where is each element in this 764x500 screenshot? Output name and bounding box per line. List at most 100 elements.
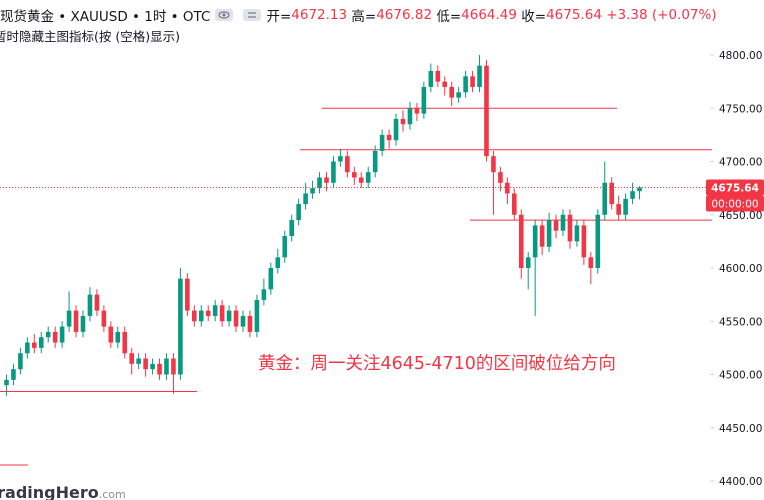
- candle-body: [470, 76, 475, 87]
- candle-body: [546, 220, 552, 247]
- candle-body: [358, 177, 364, 183]
- candle-body: [477, 65, 482, 87]
- change: +3.38: [606, 7, 648, 23]
- candle-body: [324, 177, 329, 183]
- subtitle: 暂时隐藏主图指标(按 (空格)显示): [0, 29, 180, 44]
- candle-body: [400, 118, 406, 125]
- candle-body: [588, 257, 594, 268]
- candle-body: [331, 161, 336, 183]
- candle-body: [108, 326, 114, 343]
- watermark-brand: TradingHero: [0, 483, 99, 500]
- candle-body: [560, 214, 566, 231]
- candle-body: [219, 305, 225, 322]
- candle-body: [609, 182, 614, 205]
- candle-body: [525, 257, 531, 268]
- candle-body: [581, 225, 587, 258]
- countdown-label: 00:00:00: [711, 198, 758, 210]
- candle-body: [164, 358, 169, 375]
- candle-body: [512, 193, 517, 215]
- y-tick-label: 4650.00: [719, 210, 762, 222]
- y-tick-label: 4550.00: [719, 316, 762, 328]
- candle-body: [185, 278, 190, 311]
- candle-body: [365, 172, 371, 183]
- candle-body: [456, 92, 461, 98]
- y-tick-label: 4500.00: [719, 370, 762, 382]
- watermark-domain: .com: [99, 488, 126, 500]
- candle-body: [379, 134, 385, 151]
- candle-body: [616, 204, 621, 215]
- low-label: 低=: [436, 9, 462, 25]
- high-value: 4676.82: [376, 7, 433, 23]
- y-tick-label: 4450.00: [719, 423, 762, 435]
- y-tick-label: 4800.00: [719, 50, 762, 62]
- candle-body: [212, 305, 218, 316]
- candle-body: [623, 198, 628, 215]
- open-value: 4672.13: [291, 7, 348, 23]
- candle-body: [94, 294, 100, 311]
- candle-body: [178, 278, 183, 375]
- candle-body: [282, 236, 288, 258]
- y-tick-label: 4400.00: [719, 476, 762, 488]
- candle-body: [317, 177, 322, 189]
- candle-body: [345, 156, 350, 173]
- candle-body: [463, 76, 468, 93]
- candle-body: [157, 363, 162, 375]
- candle-body: [289, 220, 294, 237]
- candle-body: [421, 86, 427, 114]
- eye-icon[interactable]: [214, 8, 234, 22]
- candle-body: [428, 70, 434, 87]
- annotation: 黄金：周一关注4645-4710的区间破位给方向: [258, 354, 616, 374]
- watermark: TradingHero.com: [0, 483, 126, 500]
- candle-body: [38, 337, 44, 348]
- low-value: 4664.49: [461, 7, 517, 23]
- candle-body: [150, 363, 155, 370]
- candle-body: [52, 331, 58, 343]
- candle-body: [122, 331, 128, 354]
- open-label: 开=: [266, 9, 292, 25]
- high-label: 高=: [351, 9, 377, 25]
- y-tick-label: 4700.00: [719, 157, 762, 169]
- candle-body: [247, 315, 253, 332]
- candle-body: [303, 193, 308, 205]
- candle-body: [73, 310, 79, 332]
- close-value: 4675.64: [546, 7, 602, 23]
- last-price-box: [706, 179, 764, 196]
- candle-body: [553, 220, 559, 231]
- candle-body: [18, 353, 23, 370]
- candle-body: [32, 342, 37, 348]
- candle-body: [11, 369, 16, 380]
- candle-body: [435, 70, 441, 82]
- settings-icon[interactable]: [242, 8, 262, 22]
- candle-body: [129, 353, 134, 364]
- candle-body: [505, 182, 510, 194]
- candle-body: [136, 358, 141, 364]
- change-pct: (+0.07%): [651, 7, 717, 23]
- candle-body: [261, 289, 267, 300]
- candle-body: [226, 310, 232, 322]
- candle-body: [143, 358, 148, 370]
- candle-body: [233, 310, 239, 327]
- candle-body: [59, 326, 65, 343]
- close-label: 收=: [521, 9, 547, 25]
- candle-body: [386, 134, 392, 141]
- candle-body: [338, 156, 343, 162]
- candle-body: [192, 310, 197, 322]
- countdown-box: [706, 195, 764, 212]
- candle-body: [171, 358, 176, 375]
- candle-body: [574, 225, 580, 242]
- candle-body: [602, 182, 608, 215]
- candle-body: [205, 310, 211, 316]
- last-price-label: 4675.64: [711, 182, 759, 194]
- candle-body: [80, 315, 86, 332]
- candle-body: [372, 150, 378, 173]
- candle-body: [484, 65, 489, 157]
- candle-body: [518, 214, 524, 268]
- candle-body: [352, 172, 357, 178]
- y-tick-label: 4750.00: [719, 103, 762, 115]
- candle-body: [275, 257, 281, 268]
- candle-body: [539, 225, 545, 247]
- candle-body: [87, 294, 93, 316]
- candle-body: [310, 188, 315, 194]
